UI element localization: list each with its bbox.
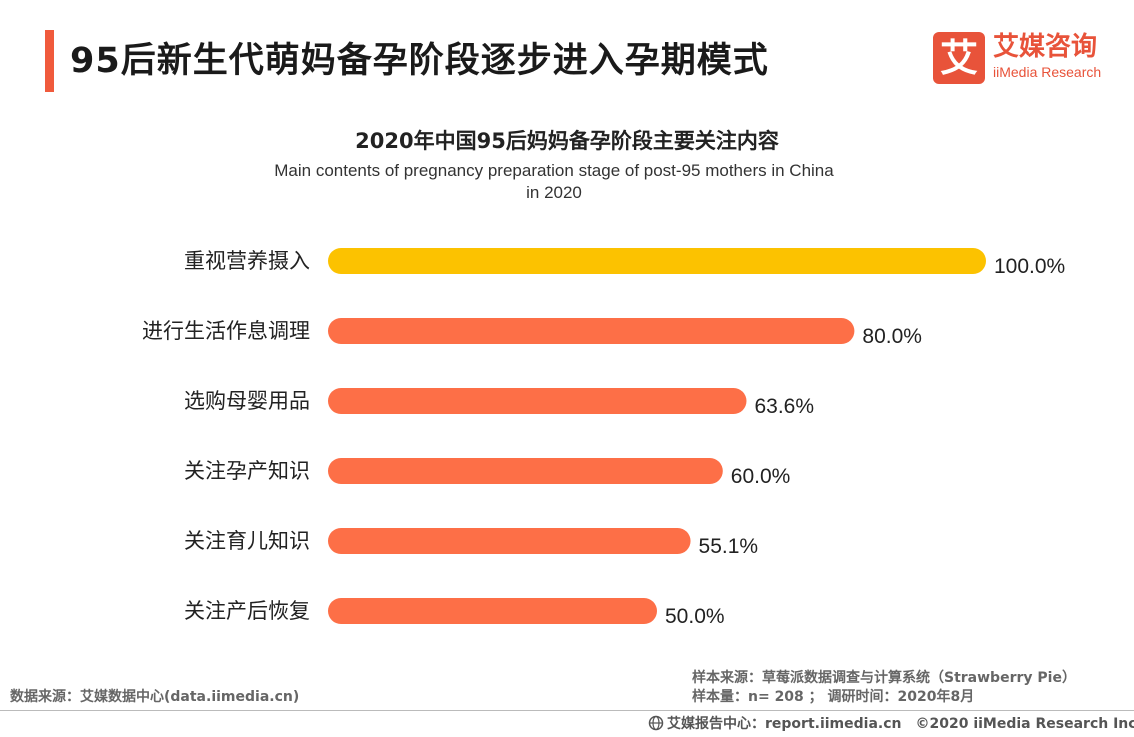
category-label: 选购母婴用品 xyxy=(184,389,310,413)
value-label: 60.0% xyxy=(731,465,791,488)
value-label: 63.6% xyxy=(754,395,814,418)
data-source: 数据来源：艾媒数据中心(data.iimedia.cn) xyxy=(10,689,300,705)
value-label: 100.0% xyxy=(994,255,1065,278)
footer-divider xyxy=(0,710,1134,711)
chart-title: 2020年中国95后妈妈备孕阶段主要关注内容 xyxy=(355,129,779,153)
category-label: 进行生活作息调理 xyxy=(142,319,310,343)
category-label: 关注产后恢复 xyxy=(184,599,310,623)
bar xyxy=(328,598,657,624)
bar xyxy=(328,388,747,414)
category-label: 重视营养摄入 xyxy=(184,249,310,273)
category-label: 关注育儿知识 xyxy=(184,529,310,553)
bar xyxy=(328,458,723,484)
chart-subtitle: Main contents of pregnancy preparation s… xyxy=(230,160,878,204)
iimedia-logo: 艾 艾媒咨询 iiMedia Research xyxy=(933,32,1118,84)
bar xyxy=(328,318,855,344)
chart-subtitle-line-2: in 2020 xyxy=(526,183,582,202)
category-label: 关注孕产知识 xyxy=(184,459,310,483)
logo-chinese-text: 艾媒咨询 xyxy=(993,32,1098,62)
sample-info: 样本来源：草莓派数据调查与计算系统（Strawberry Pie） 样本量：n=… xyxy=(692,669,1076,707)
bar xyxy=(328,528,691,554)
bar xyxy=(328,248,986,274)
report-center-link[interactable]: 艾媒报告中心：report.iimedia.cn xyxy=(667,716,902,732)
title-accent-bar xyxy=(45,30,54,92)
chart-subtitle-line-1: Main contents of pregnancy preparation s… xyxy=(274,161,834,180)
logo-mark-icon: 艾 xyxy=(933,32,985,84)
logo-english-text: iiMedia Research xyxy=(993,64,1102,80)
value-label: 80.0% xyxy=(862,325,922,348)
copyright: ©2020 iiMedia Research Inc xyxy=(915,716,1134,732)
bar-chart: 重视营养摄入 100.0% 进行生活作息调理 80.0% 选购母婴用品 63.6% 关注孕产… xyxy=(142,248,1065,628)
globe-icon xyxy=(648,715,664,731)
sample-size: 样本量：n= 208 ； 调研时间：2020年8月 xyxy=(692,689,975,705)
value-label: 55.1% xyxy=(699,535,759,558)
page-title: 95后新生代萌妈备孕阶段逐步进入孕期模式 xyxy=(70,41,769,81)
sample-source: 样本来源：草莓派数据调查与计算系统（Strawberry Pie） xyxy=(692,670,1076,686)
value-label: 50.0% xyxy=(665,605,725,628)
footer: 艾媒报告中心：report.iimedia.cn ©2020 iiMedia Re… xyxy=(648,713,1134,733)
